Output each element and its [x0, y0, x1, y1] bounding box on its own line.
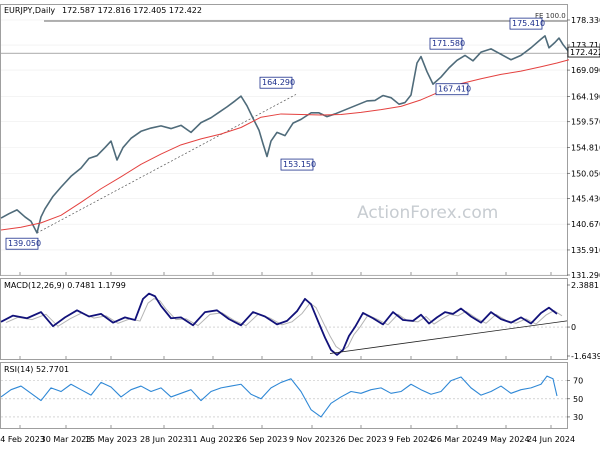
price-tick-label: 150.050 — [571, 169, 600, 178]
price-y-ticks: 178.330 173.710 169.090 164.190 159.570 154.8… — [567, 16, 600, 280]
annotation-box — [435, 83, 469, 96]
price-line — [0, 35, 570, 234]
annotation-label: 153.150 — [283, 160, 316, 169]
macd-title: MACD(12,26,9) 0.7481 1.1799 — [4, 281, 126, 290]
x-tick-label: 9 Nov 2023 — [289, 435, 335, 444]
current-price-group: 172.422 — [567, 46, 600, 58]
price-panel-frame — [0, 4, 568, 276]
x-tick-label: 30 Mar 2023 — [41, 435, 92, 444]
price-grid — [1, 19, 567, 276]
moving-average-line — [0, 59, 570, 231]
price-tick-label: 173.710 — [571, 41, 600, 50]
x-tick-label: 15 May 2023 — [85, 435, 137, 444]
annotation-box — [259, 76, 293, 89]
price-tick-label: 135.910 — [571, 246, 600, 255]
rsi-panel-frame — [0, 362, 568, 429]
macd-tick-label: -1.6439 — [571, 352, 600, 361]
annotation-label: 139.050 — [8, 239, 41, 248]
chart-title: EURJPY,Daily — [4, 6, 55, 15]
annotation-label: 171.580 — [432, 39, 465, 48]
macd-tick-label: 0 — [571, 323, 576, 332]
macd-tick-label: 2.3881 — [571, 281, 599, 290]
current-price-label: 172.422 — [570, 48, 600, 57]
x-tick-label: 9 May 2024 — [482, 435, 529, 444]
price-tick-label: 164.190 — [571, 93, 600, 102]
macd-signal-line — [5, 298, 563, 352]
x-tick-label: 26 Dec 2023 — [335, 435, 386, 444]
annotation-box — [509, 17, 543, 30]
x-tick-label: 9 Feb 2024 — [389, 435, 434, 444]
watermark-text: ActionForex.com — [357, 203, 498, 223]
annotation-label: 167.410 — [438, 85, 471, 94]
x-tick-label: 14 Feb 2023 — [0, 435, 45, 444]
rsi-title: RSI(14) 52.7701 — [4, 365, 69, 374]
rsi-series-group — [0, 375, 558, 418]
annotation-box — [5, 237, 39, 250]
annotation-label: 175.410 — [512, 19, 545, 28]
price-tick-label: 145.430 — [571, 194, 600, 203]
macd-panel-frame — [0, 278, 568, 360]
current-price-box — [567, 46, 600, 58]
price-tick-label: 159.570 — [571, 118, 600, 127]
x-tick-label: 24 Jun 2024 — [527, 435, 575, 444]
ohlc-header: 172.587 172.816 172.405 172.422 — [62, 6, 202, 15]
annotation-label: 164.290 — [262, 78, 295, 87]
price-tick-label: 169.090 — [571, 66, 600, 75]
x-tick-label: 11 Aug 2023 — [187, 435, 238, 444]
rsi-tick-label: 30 — [573, 413, 583, 422]
annotation-box — [429, 37, 463, 50]
price-tick-label: 131.290 — [571, 271, 600, 280]
rsi-tick-label: 50 — [573, 395, 583, 404]
x-tick-label: 28 Jun 2023 — [140, 435, 188, 444]
macd-trendline — [329, 320, 568, 354]
price-tick-label: 154.810 — [571, 144, 600, 153]
rsi-tick-label: 70 — [573, 377, 583, 386]
price-annotations: 139.050 164.290 153.150 171.580 175.410 167.4… — [5, 17, 545, 250]
price-tick-label: 140.670 — [571, 220, 600, 229]
macd-line — [0, 292, 558, 356]
rsi-line — [0, 375, 558, 418]
price-series-group — [0, 35, 570, 234]
price-tick-label: 178.330 — [571, 16, 600, 25]
x-tick-label: 26 Mar 2024 — [432, 435, 483, 444]
fe-level-label: FE 100.0 — [535, 12, 566, 20]
rsi-grid: 70 50 30 — [1, 377, 583, 422]
x-tick-label: 26 Sep 2023 — [237, 435, 288, 444]
annotation-box — [280, 158, 314, 171]
macd-grid: 2.3881 0 -1.6439 — [1, 281, 600, 361]
macd-series-group — [0, 292, 568, 356]
